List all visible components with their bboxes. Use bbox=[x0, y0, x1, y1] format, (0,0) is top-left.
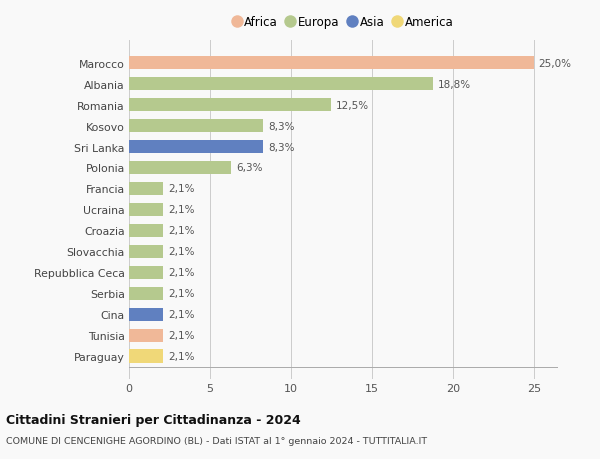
Bar bbox=[129, 266, 163, 280]
Text: 2,1%: 2,1% bbox=[168, 352, 194, 362]
Text: 8,3%: 8,3% bbox=[268, 142, 295, 152]
Bar bbox=[129, 245, 163, 259]
Bar bbox=[129, 350, 163, 364]
Bar bbox=[129, 329, 163, 342]
Text: 25,0%: 25,0% bbox=[539, 58, 572, 68]
Bar bbox=[129, 161, 231, 175]
Bar bbox=[129, 182, 163, 196]
Text: 2,1%: 2,1% bbox=[168, 226, 194, 236]
Bar bbox=[129, 99, 331, 112]
Bar bbox=[129, 119, 263, 133]
Legend: Africa, Europa, Asia, America: Africa, Europa, Asia, America bbox=[232, 13, 455, 31]
Text: 12,5%: 12,5% bbox=[336, 101, 370, 110]
Text: Cittadini Stranieri per Cittadinanza - 2024: Cittadini Stranieri per Cittadinanza - 2… bbox=[6, 413, 301, 426]
Text: 18,8%: 18,8% bbox=[438, 79, 472, 90]
Text: 2,1%: 2,1% bbox=[168, 268, 194, 278]
Text: 2,1%: 2,1% bbox=[168, 184, 194, 194]
Text: 2,1%: 2,1% bbox=[168, 205, 194, 215]
Text: 2,1%: 2,1% bbox=[168, 247, 194, 257]
Bar bbox=[129, 140, 263, 154]
Bar bbox=[129, 287, 163, 301]
Bar bbox=[129, 56, 534, 70]
Text: 8,3%: 8,3% bbox=[268, 121, 295, 131]
Text: 6,3%: 6,3% bbox=[236, 163, 262, 173]
Bar bbox=[129, 78, 433, 91]
Text: 2,1%: 2,1% bbox=[168, 330, 194, 341]
Bar bbox=[129, 203, 163, 217]
Bar bbox=[129, 224, 163, 238]
Text: COMUNE DI CENCENIGHE AGORDINO (BL) - Dati ISTAT al 1° gennaio 2024 - TUTTITALIA.: COMUNE DI CENCENIGHE AGORDINO (BL) - Dat… bbox=[6, 436, 427, 445]
Text: 2,1%: 2,1% bbox=[168, 310, 194, 319]
Text: 2,1%: 2,1% bbox=[168, 289, 194, 299]
Bar bbox=[129, 308, 163, 321]
